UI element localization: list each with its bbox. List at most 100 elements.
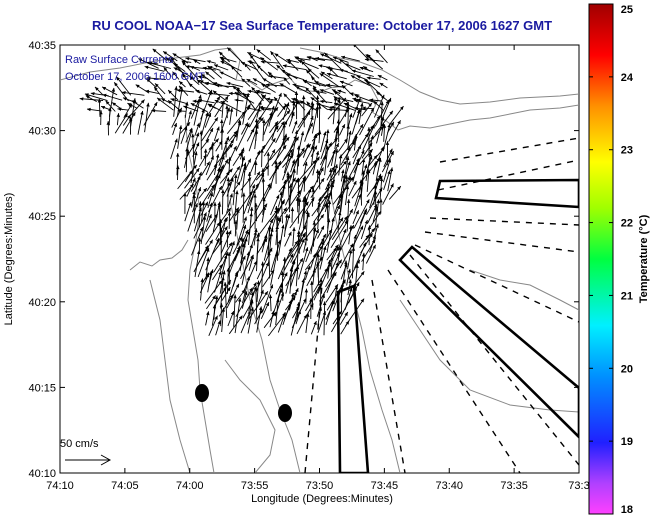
current-vector (277, 104, 287, 117)
current-vector (310, 227, 317, 255)
current-vector (315, 56, 332, 61)
current-vector (267, 225, 272, 255)
current-vector (359, 208, 368, 224)
current-vector (192, 194, 196, 224)
current-vector (295, 56, 311, 61)
current-vector (295, 197, 300, 213)
current-vector (361, 106, 374, 110)
current-vector (282, 123, 286, 144)
current-vector (319, 245, 327, 270)
current-vector (247, 172, 252, 199)
current-vector (348, 259, 361, 280)
current-vector (256, 280, 260, 303)
current-vector (337, 89, 346, 94)
current-vector (206, 127, 214, 141)
current-vector (327, 200, 332, 229)
current-vector (198, 187, 208, 199)
current-vector (234, 220, 238, 237)
depth-contour-6 (469, 269, 579, 311)
current-vector (294, 97, 306, 111)
current-vector (183, 105, 199, 112)
current-vector (191, 190, 196, 208)
current-vector (303, 161, 308, 176)
current-vector (348, 180, 357, 197)
current-vector (200, 138, 210, 150)
map-title: RU COOL NOAA−17 Sea Surface Temperature:… (92, 18, 552, 33)
current-vector (291, 120, 298, 134)
colorbar-tick-label: 21 (621, 290, 633, 302)
current-vector (249, 282, 257, 296)
current-vector (330, 256, 334, 278)
current-vector (213, 126, 220, 142)
current-vector (353, 199, 370, 229)
current-vector (228, 91, 250, 96)
current-vector (226, 283, 240, 309)
current-vector (219, 303, 224, 327)
current-vector (177, 125, 183, 149)
current-vector (333, 102, 356, 111)
current-vector (307, 68, 320, 79)
current-vector (122, 111, 136, 134)
current-vector (99, 110, 103, 126)
current-vector (315, 169, 320, 183)
current-vector (382, 124, 387, 142)
current-vector (168, 58, 181, 71)
current-vector (227, 310, 235, 327)
current-vector (296, 302, 301, 319)
current-vector (302, 95, 306, 128)
x-tick-label: 73:45 (371, 480, 399, 492)
current-vector (290, 207, 295, 223)
current-vector (254, 161, 258, 176)
current-vector (248, 291, 255, 312)
scale-label: 50 cm/s (60, 438, 99, 450)
current-vector (253, 193, 257, 230)
current-vector (323, 52, 342, 70)
current-vector (226, 47, 244, 64)
colorbar-tick-label: 25 (621, 4, 633, 16)
radial-dashed-lines (304, 137, 579, 473)
current-vector (215, 320, 221, 336)
current-vector (197, 237, 202, 253)
current-vector (205, 221, 221, 245)
current-vector (289, 267, 294, 294)
current-vector (380, 101, 384, 128)
current-vector (267, 251, 271, 279)
current-vector (352, 271, 365, 288)
coastline-north-2 (299, 47, 579, 105)
current-vector (365, 244, 377, 264)
current-vector (270, 50, 284, 70)
current-vector (326, 182, 331, 198)
current-vector (84, 93, 108, 102)
current-vector (195, 89, 208, 95)
current-vector (191, 226, 204, 256)
current-vector (289, 183, 293, 213)
current-vector (116, 113, 120, 126)
current-vector (304, 115, 314, 142)
current-vector (315, 90, 327, 94)
current-vector (375, 91, 388, 102)
colorbar-tick-label: 18 (621, 504, 633, 516)
current-vector (344, 287, 353, 310)
current-vector (326, 72, 347, 80)
x-tick-label: 74:00 (176, 480, 204, 492)
radial-line (387, 269, 521, 473)
current-vector (314, 81, 332, 88)
current-vector (279, 83, 297, 94)
current-vector (288, 111, 295, 127)
legend-line-1: Raw Surface Currents (65, 54, 174, 66)
current-vector (137, 110, 144, 135)
current-vector (320, 71, 333, 80)
current-vector (350, 75, 371, 87)
current-vector (106, 121, 110, 136)
current-vector (351, 109, 361, 135)
depth-contour-2 (329, 189, 401, 473)
current-vector (186, 177, 196, 197)
current-vector (332, 148, 339, 175)
current-vector (207, 91, 230, 97)
current-vector (234, 91, 255, 104)
current-vector (337, 211, 342, 230)
current-vector (222, 181, 232, 198)
current-vector (327, 260, 331, 279)
current-vector (152, 48, 168, 61)
current-vector (275, 272, 288, 295)
